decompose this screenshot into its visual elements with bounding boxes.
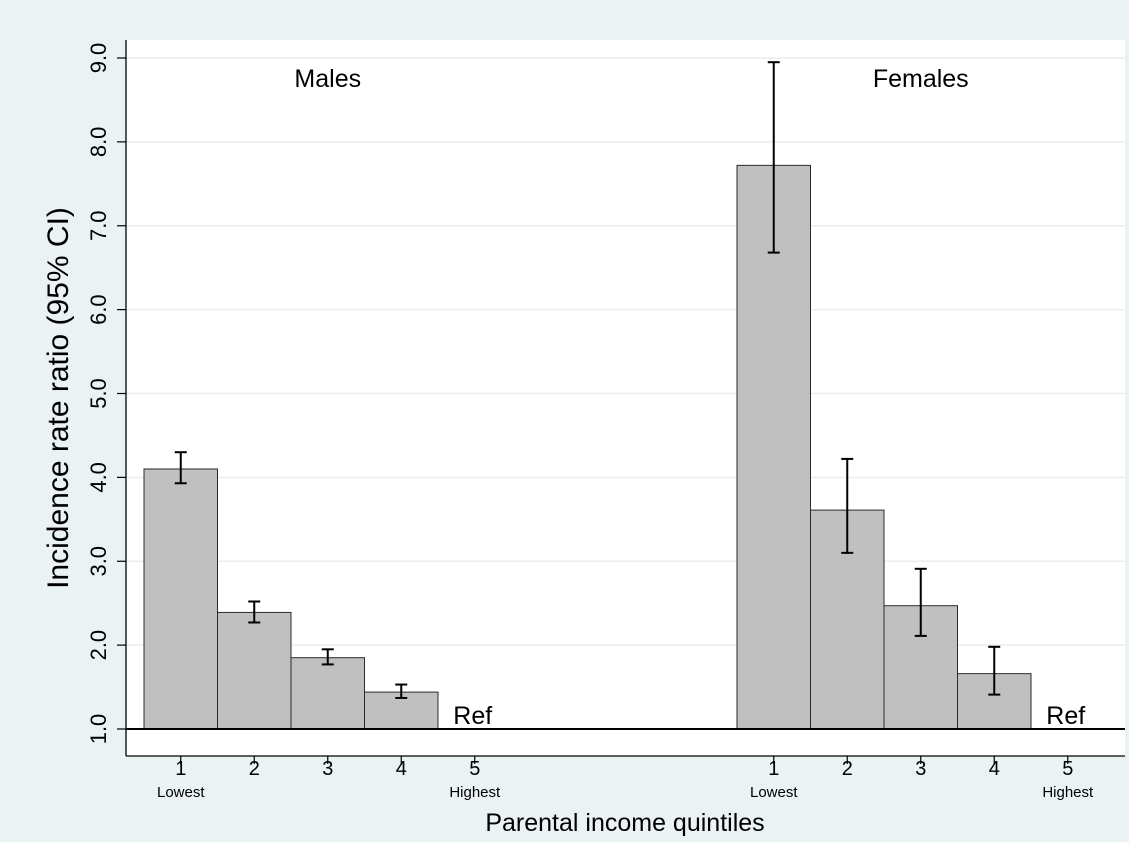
- reference-label: Ref: [453, 702, 492, 730]
- y-tick-label: 2.0: [86, 630, 111, 661]
- y-tick-label: 6.0: [86, 294, 111, 325]
- y-axis-label: Incidence rate ratio (95% CI): [42, 207, 75, 589]
- group-label: Males: [294, 65, 361, 93]
- x-tick-label: 3: [322, 758, 333, 780]
- y-tick-label: 7.0: [86, 210, 111, 241]
- bar: [143, 468, 218, 730]
- y-tick-label: 1.0: [86, 714, 111, 745]
- x-tick-label: 3: [915, 758, 926, 780]
- bar: [290, 657, 365, 730]
- y-tick-label: 3.0: [86, 546, 111, 577]
- axes: 1.0 2.0 3.0 4.0 5.0 6.0 7.0 8.0 9.0 1 Lowest 2 3 4 5 Hi…: [86, 40, 1125, 801]
- x-tick-label: 1: [175, 758, 186, 780]
- bar: [217, 611, 292, 730]
- x-tick-label: 4: [989, 758, 1000, 780]
- x-tick-sublabel: Lowest: [157, 784, 205, 801]
- y-tick-label: 8.0: [86, 127, 111, 158]
- x-tick-sublabel: Lowest: [750, 784, 798, 801]
- x-tick-label: 5: [1062, 758, 1073, 780]
- x-tick-label: 4: [396, 758, 407, 780]
- x-tick-sublabel: Highest: [449, 784, 501, 801]
- error-bars: [174, 61, 1001, 699]
- bars: [143, 164, 1032, 730]
- y-tick-label: 5.0: [86, 378, 111, 409]
- x-tick-label: 2: [249, 758, 260, 780]
- plot-area: [126, 40, 1125, 756]
- grid-lines: [126, 57, 1125, 646]
- annotations: Ref Males Ref Females: [294, 65, 1085, 730]
- x-axis-label: Parental income quintiles: [485, 809, 764, 837]
- x-tick-sublabel: Highest: [1042, 784, 1094, 801]
- x-tick-label: 5: [469, 758, 480, 780]
- bar: [736, 164, 811, 730]
- group-label: Females: [873, 65, 969, 93]
- x-tick-label: 1: [768, 758, 779, 780]
- reference-label: Ref: [1046, 702, 1085, 730]
- x-tick-label: 2: [842, 758, 853, 780]
- y-tick-label: 9.0: [86, 43, 111, 74]
- y-tick-label: 4.0: [86, 462, 111, 493]
